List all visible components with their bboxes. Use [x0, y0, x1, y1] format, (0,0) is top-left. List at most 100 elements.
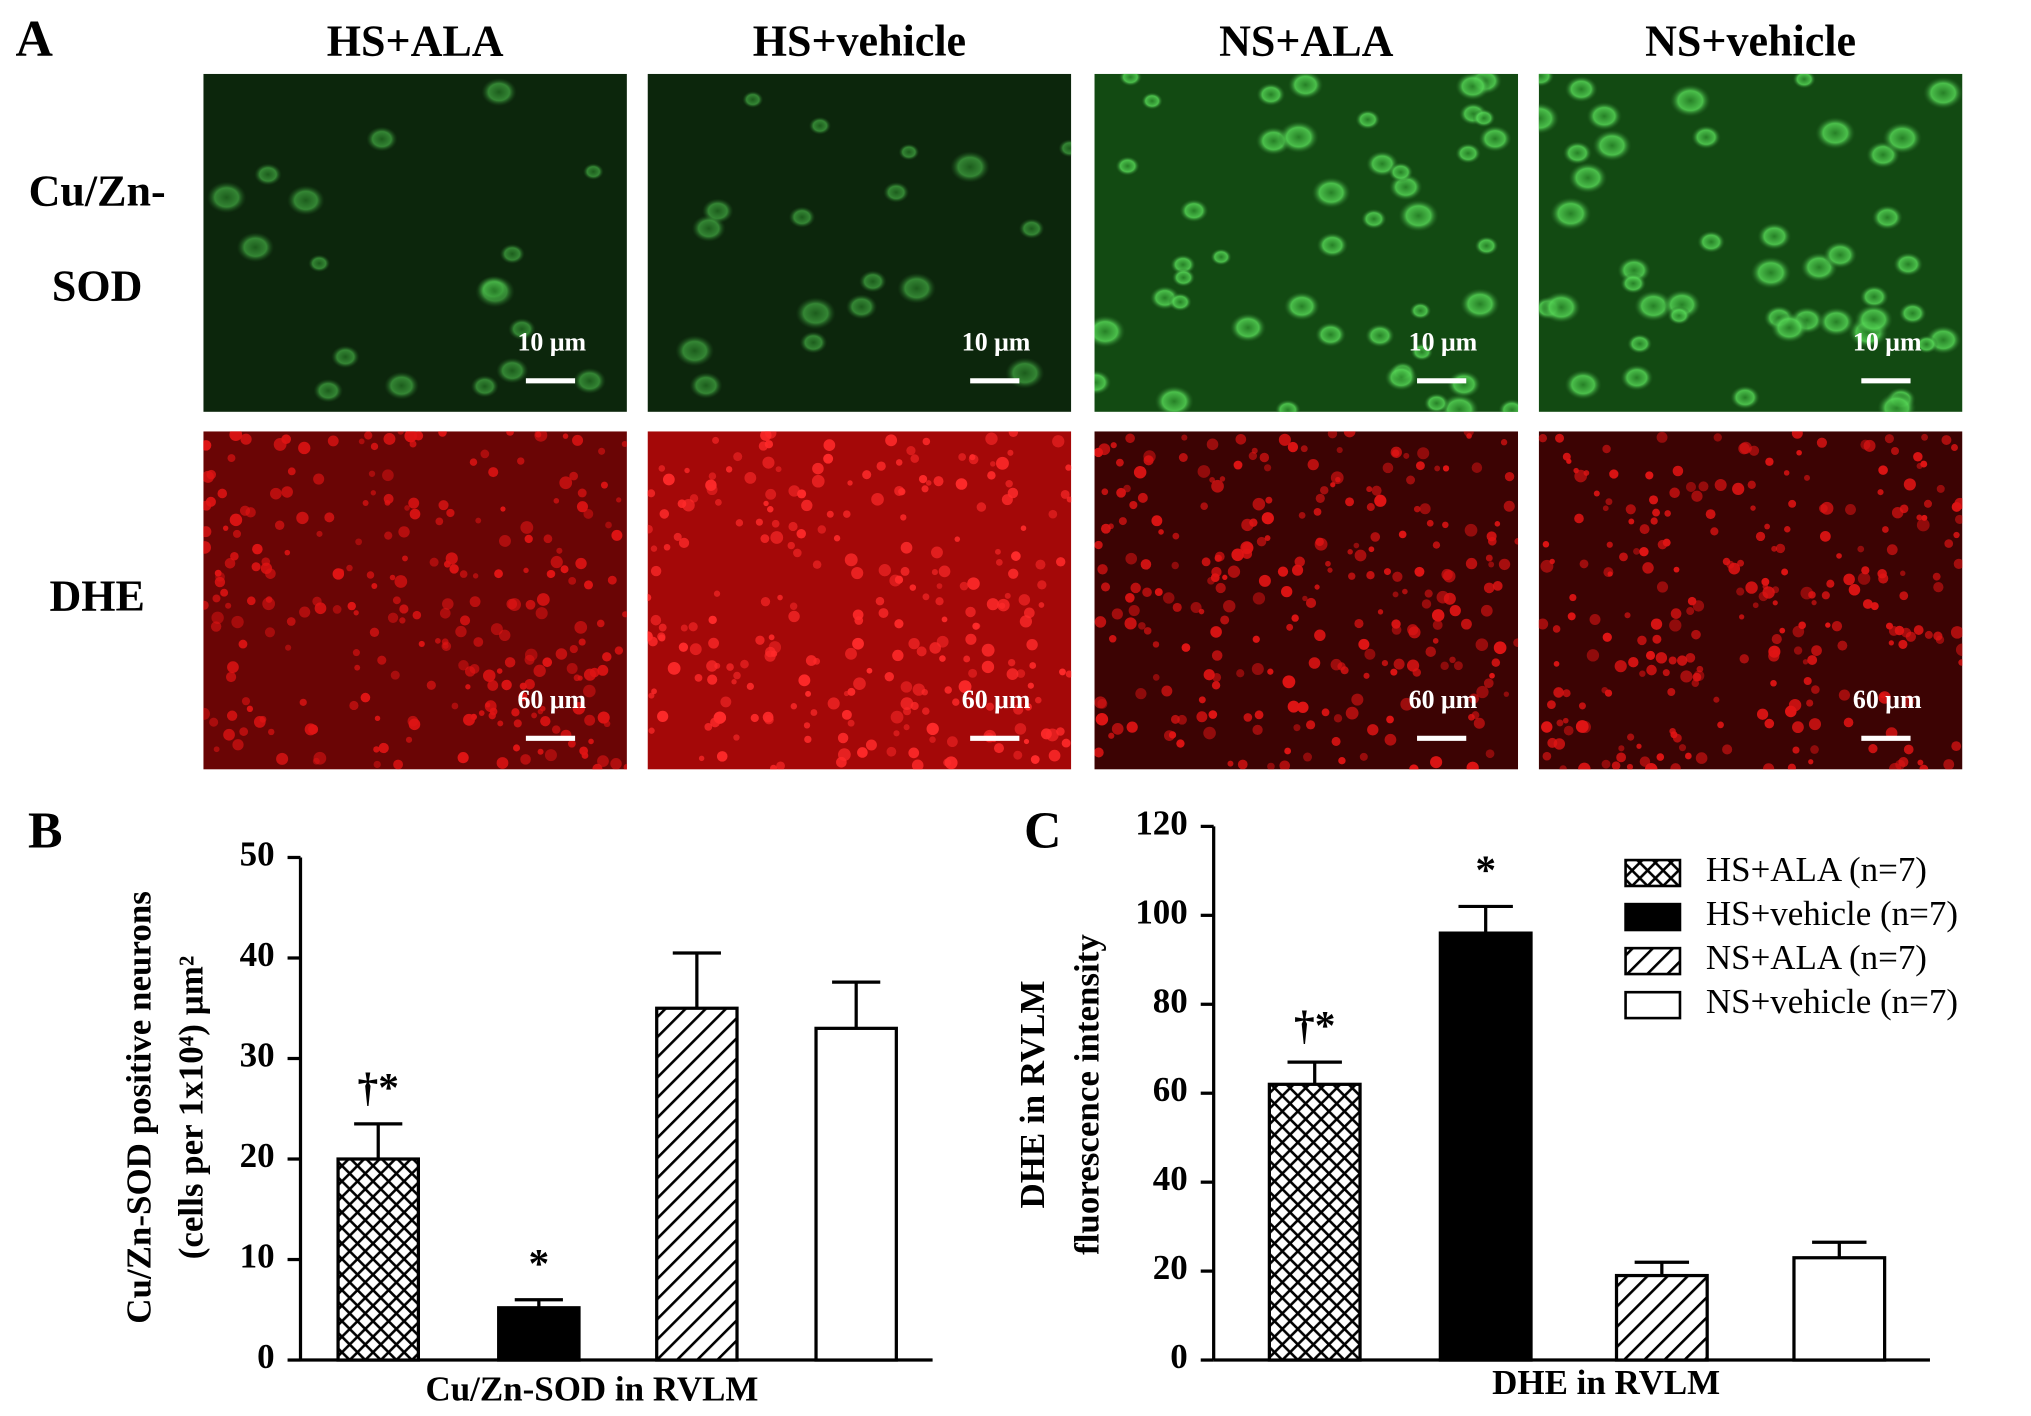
nucleus	[473, 637, 484, 647]
nucleus	[657, 710, 669, 722]
nucleus	[755, 518, 763, 526]
nucleus	[1214, 554, 1222, 562]
nucleus	[1363, 672, 1370, 679]
nucleus	[299, 606, 311, 618]
nucleus	[1019, 615, 1033, 628]
nucleus	[1215, 582, 1226, 594]
cell	[1423, 393, 1450, 412]
nucleus	[238, 639, 248, 649]
cell	[1478, 125, 1512, 153]
cell	[1274, 399, 1301, 412]
legend-label: NS+vehicle (n=7)	[1706, 982, 1958, 1021]
nucleus	[536, 593, 550, 606]
nucleus	[209, 717, 219, 727]
nucleus	[520, 754, 531, 765]
nucleus	[1432, 620, 1443, 630]
nucleus	[426, 680, 436, 690]
nucleus	[1293, 724, 1301, 732]
cell	[1757, 222, 1792, 250]
nucleus	[1645, 650, 1656, 661]
cell	[308, 254, 331, 273]
nucleus	[429, 557, 439, 567]
nucleus	[1722, 744, 1733, 755]
nucleus	[1662, 669, 1670, 677]
micrograph-content	[1094, 73, 1519, 412]
nucleus	[1684, 752, 1692, 760]
nucleus	[241, 697, 251, 706]
nucleus	[1251, 662, 1264, 675]
micrograph-content	[1094, 431, 1519, 770]
nucleus	[1177, 714, 1187, 725]
nucleus	[1303, 752, 1313, 762]
nucleus	[704, 722, 713, 731]
nucleus	[1843, 717, 1854, 728]
nucleus	[1402, 588, 1408, 595]
nucleus	[827, 697, 840, 710]
cell	[1410, 343, 1434, 361]
nucleus	[793, 548, 802, 558]
nucleus	[1400, 697, 1414, 711]
nucleus	[1278, 433, 1291, 446]
x-axis-label: Cu/Zn-SOD in RVLM	[425, 1369, 758, 1408]
nucleus	[1713, 696, 1720, 703]
nucleus	[583, 508, 594, 519]
scale-label: 10 μm	[962, 327, 1031, 356]
cell	[1283, 291, 1320, 321]
nucleus	[393, 759, 403, 770]
nucleus	[1252, 497, 1266, 511]
nucleus	[731, 679, 737, 685]
nucleus	[1004, 592, 1011, 599]
nucleus	[449, 564, 459, 574]
nucleus	[1143, 450, 1156, 463]
nucleus	[733, 671, 741, 680]
nucleus	[1917, 759, 1924, 766]
nucleus	[713, 711, 727, 724]
nucleus	[1065, 670, 1072, 678]
nucleus	[862, 470, 872, 480]
nucleus	[1494, 521, 1501, 527]
nucleus	[264, 627, 276, 638]
nucleus	[1886, 544, 1898, 556]
cell	[950, 151, 990, 183]
nucleus	[1359, 752, 1368, 761]
nucleus	[1888, 640, 1894, 646]
nucleus	[229, 513, 243, 527]
nucleus	[517, 457, 525, 465]
nucleus	[470, 713, 477, 721]
nucleus	[1392, 571, 1403, 582]
nucleus	[366, 571, 375, 579]
nucleus	[1541, 721, 1553, 733]
nucleus	[1413, 505, 1421, 513]
nucleus	[1485, 749, 1495, 759]
nucleus	[1951, 741, 1962, 752]
nucleus	[658, 623, 667, 632]
cell	[1730, 385, 1760, 410]
nucleus	[1808, 718, 1822, 731]
nucleus	[1370, 532, 1381, 542]
nucleus	[239, 505, 251, 516]
nucleus	[458, 660, 469, 671]
nucleus	[1005, 479, 1013, 488]
nucleus	[884, 671, 894, 682]
nucleus	[1298, 511, 1306, 519]
nucleus	[1314, 629, 1326, 642]
nucleus	[1771, 545, 1778, 552]
nucleus	[1198, 608, 1205, 615]
nucleus	[390, 670, 400, 680]
nucleus	[524, 648, 538, 662]
nucleus	[284, 549, 291, 556]
cell	[1564, 75, 1598, 103]
nucleus	[1941, 435, 1952, 446]
nucleus	[223, 728, 235, 741]
nucleus	[285, 644, 292, 651]
nucleus	[1779, 627, 1786, 634]
nucleus	[1006, 668, 1019, 681]
row-label: Cu/Zn-	[29, 167, 166, 216]
nucleus	[798, 674, 811, 687]
nucleus	[222, 525, 229, 531]
nucleus	[1831, 621, 1843, 632]
cell	[1564, 369, 1602, 400]
nucleus	[506, 431, 514, 436]
nucleus	[1060, 489, 1070, 499]
nucleus	[566, 663, 578, 674]
